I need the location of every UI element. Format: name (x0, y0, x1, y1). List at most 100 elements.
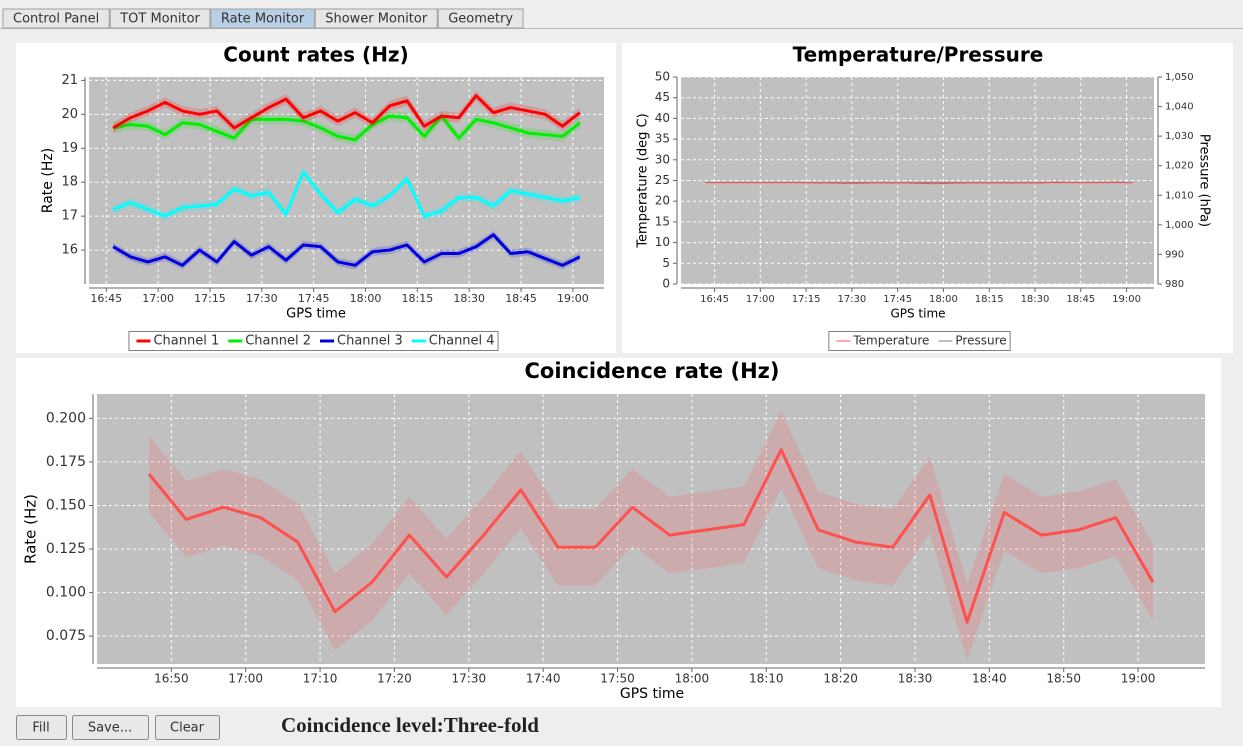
x-tick-label: 17:00 (142, 292, 174, 305)
x-tick-label: 18:45 (1066, 294, 1095, 305)
x-tick-label: 17:30 (452, 672, 487, 686)
x-tick-label: 18:30 (1021, 294, 1050, 305)
x-tick-label: 18:00 (350, 292, 382, 305)
legend-box (128, 331, 499, 351)
tab-label[interactable]: Geometry (448, 12, 513, 27)
x-tick-label: 18:45 (505, 292, 537, 305)
tab-box[interactable] (2, 8, 110, 29)
x-tick-label: 18:15 (975, 294, 1004, 305)
error-band (149, 411, 1153, 661)
x-tick-label: 18:00 (929, 294, 958, 305)
x-tick-label: 17:15 (194, 292, 226, 305)
legend-label: Channel 4 (429, 334, 495, 349)
coincidence-level: Coincidence level:Three-fold (281, 713, 539, 737)
legend-label: Temperature (852, 334, 929, 348)
x-tick-label: 19:00 (1112, 294, 1141, 305)
series-line (112, 114, 581, 142)
button-label[interactable]: Fill (32, 721, 49, 736)
x-tick-label: 17:45 (298, 292, 330, 305)
tab-label[interactable]: Shower Monitor (325, 12, 428, 27)
y-tick-label: 20 (655, 194, 670, 208)
x-tick-label: 18:40 (972, 672, 1007, 686)
x-tick-label: 17:45 (883, 294, 912, 305)
x-tick-label: 18:30 (898, 672, 933, 686)
tab-box[interactable] (210, 8, 315, 29)
y-tick-label: 0.100 (46, 585, 86, 601)
y-axis-label: Rate (Hz) (40, 148, 56, 213)
y-tick-label: 17 (61, 209, 78, 224)
y2-tick-label: 1,010 (1165, 190, 1194, 201)
x-tick-label: 17:40 (526, 672, 561, 686)
tab-label[interactable]: Control Panel (13, 12, 99, 27)
y-tick-label: 50 (655, 70, 670, 84)
tab-label[interactable]: TOT Monitor (119, 12, 200, 27)
plot-area (89, 77, 604, 284)
legend-label: Channel 1 (153, 334, 219, 349)
y-tick-label: 0 (662, 277, 670, 291)
x-tick-label: 18:20 (823, 672, 858, 686)
error-band (113, 230, 580, 270)
plot-area (97, 394, 1205, 664)
tab-box[interactable] (314, 8, 438, 29)
y2-tick-label: 1,050 (1165, 72, 1194, 83)
button[interactable]: Fill (16, 715, 67, 740)
y-tick-label: 25 (655, 173, 670, 187)
x-tick-label: 16:45 (700, 294, 729, 305)
series-line (147, 448, 1155, 624)
tab-box[interactable] (437, 8, 524, 29)
button-box[interactable] (155, 715, 220, 740)
x-axis-label: GPS time (620, 686, 684, 702)
y-tick-label: 0.125 (46, 541, 86, 557)
x-axis-label: GPS time (890, 307, 945, 321)
button-box[interactable] (72, 715, 149, 740)
x-tick-label: 17:50 (600, 672, 635, 686)
legend-label: Channel 3 (337, 334, 403, 349)
chart-title: Temperature/Pressure (793, 43, 1044, 67)
y2-tick-label: 1,030 (1165, 131, 1194, 142)
y-tick-label: 0.200 (46, 410, 86, 426)
button[interactable]: Clear (155, 715, 220, 740)
tab[interactable]: Shower Monitor (314, 8, 438, 29)
button-label[interactable]: Save... (88, 721, 132, 736)
y2-tick-label: 1,000 (1165, 220, 1194, 231)
x-tick-label: 18:10 (749, 672, 784, 686)
y-tick-label: 16 (61, 243, 78, 258)
x-tick-label: 19:00 (1121, 672, 1156, 686)
legend-label: Pressure (955, 334, 1006, 348)
y-tick-label: 0.150 (46, 497, 86, 513)
x-tick-label: 18:15 (402, 292, 434, 305)
y-tick-label: 35 (655, 132, 670, 146)
button-label[interactable]: Clear (170, 721, 205, 736)
y-tick-label: 10 (655, 235, 670, 249)
y-tick-label: 21 (61, 73, 78, 88)
button-box[interactable] (16, 715, 67, 740)
legend: Channel 1 Channel 2 Channel 3 Channel 4 (128, 331, 499, 351)
x-tick-label: 17:30 (837, 294, 866, 305)
y-tick-label: 0.175 (46, 454, 86, 470)
tab-box[interactable] (109, 8, 211, 29)
tab-label[interactable]: Rate Monitor (221, 12, 305, 27)
y2-tick-label: 980 (1165, 279, 1184, 290)
y-axis-label: Temperature (deg C) (636, 113, 651, 248)
y2-tick-label: 990 (1165, 249, 1184, 260)
y-tick-label: 5 (662, 256, 670, 270)
tab[interactable]: Control Panel (2, 8, 110, 29)
x-tick-label: 18:30 (453, 292, 485, 305)
tab[interactable]: Rate Monitor (210, 8, 315, 29)
x-tick-label: 17:10 (303, 672, 338, 686)
button[interactable]: Save... (72, 715, 149, 740)
legend: Temperature Pressure (828, 331, 1011, 351)
series-line (112, 233, 581, 267)
tab[interactable]: TOT Monitor (109, 8, 211, 29)
chart-title: Coincidence rate (Hz) (525, 359, 780, 383)
tab[interactable]: Geometry (437, 8, 524, 29)
legend-box (828, 331, 1011, 351)
x-tick-label: 18:00 (675, 672, 710, 686)
y-tick-label: 45 (655, 90, 670, 104)
x-axis-label: GPS time (286, 307, 346, 322)
y2-axis-label: Pressure (hPa) (1197, 134, 1212, 227)
y-tick-label: 15 (655, 214, 670, 228)
series-line (112, 94, 581, 130)
x-tick-label: 18:50 (1046, 672, 1081, 686)
